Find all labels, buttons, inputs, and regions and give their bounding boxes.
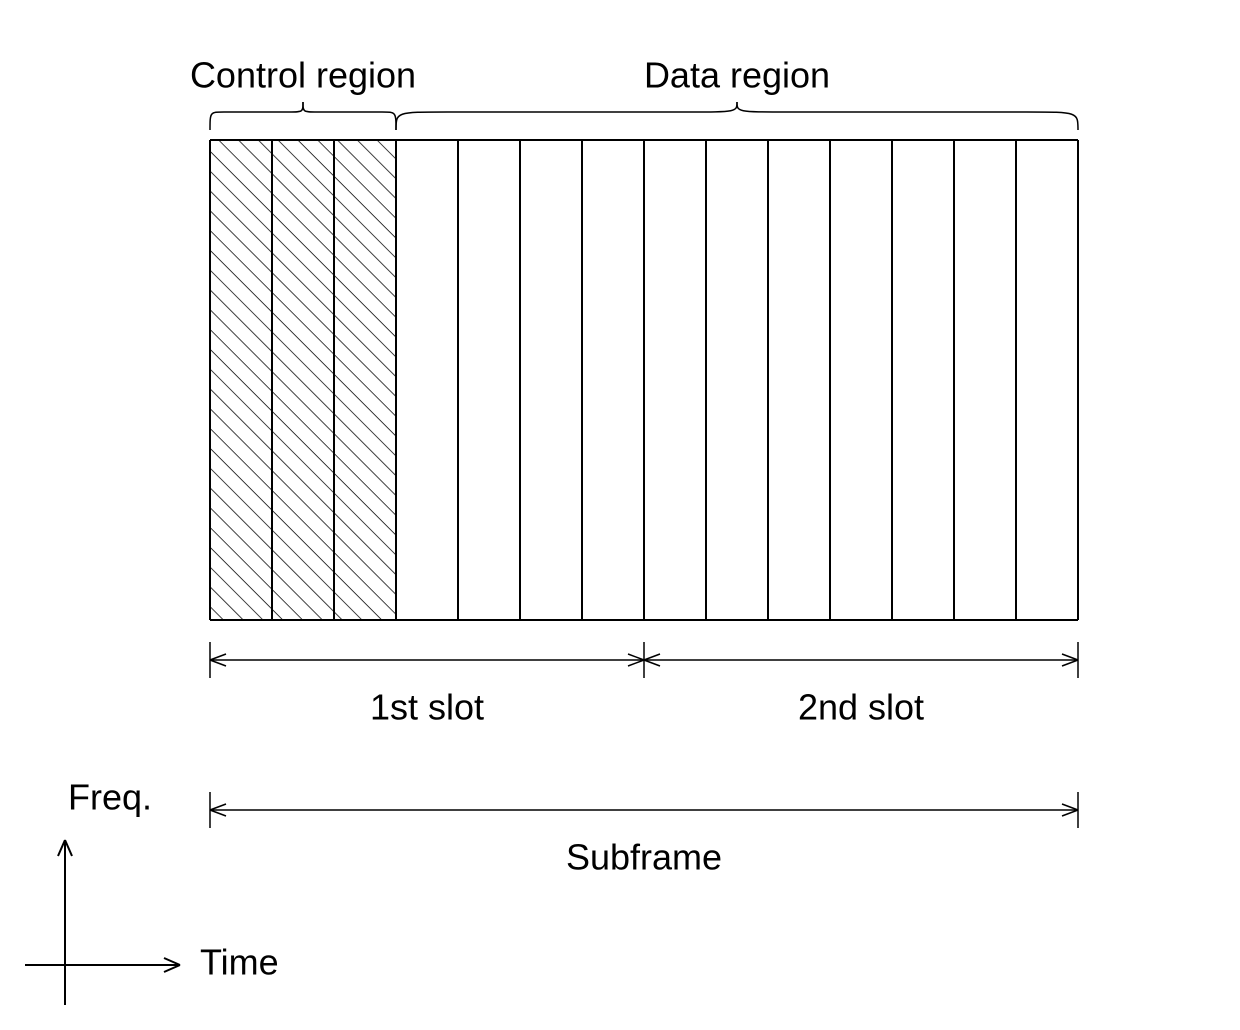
- label-slot1: 1st slot: [370, 687, 484, 728]
- control-region-fill: [210, 140, 396, 620]
- label-freq: Freq.: [68, 777, 152, 818]
- label-data-region: Data region: [644, 55, 830, 96]
- label-subframe: Subframe: [566, 837, 722, 878]
- label-control-region: Control region: [190, 55, 416, 96]
- label-slot2: 2nd slot: [798, 687, 924, 728]
- label-time: Time: [200, 942, 279, 983]
